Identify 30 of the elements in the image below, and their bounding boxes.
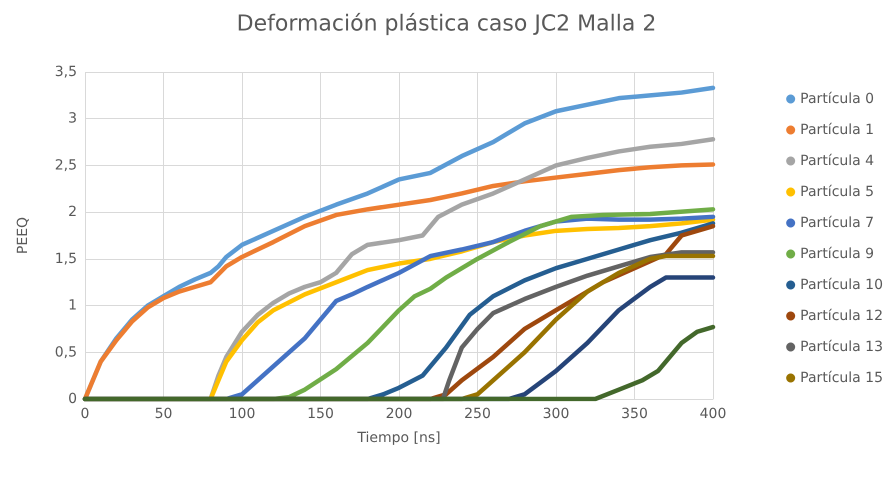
y-tick-label: 2 <box>68 204 77 220</box>
legend-label: Partícula 9 <box>800 246 874 262</box>
legend-label: Partícula 10 <box>800 277 884 293</box>
legend-label: Partícula 5 <box>800 184 874 200</box>
x-tick-label: 300 <box>542 406 570 422</box>
x-tick-label: 400 <box>700 406 726 422</box>
y-axis-title: PEEQ <box>15 216 31 254</box>
x-axis-title: Tiempo [ns] <box>356 430 441 446</box>
x-tick-label: 100 <box>228 406 256 422</box>
legend-label: Partícula 13 <box>800 339 884 355</box>
legend-label: Partícula 12 <box>800 308 884 324</box>
chart-title: Deformación plástica caso JC2 Malla 2 <box>236 12 656 36</box>
x-tick-label: 200 <box>386 406 412 422</box>
y-tick-label: 3,5 <box>54 64 77 80</box>
y-tick-label: 3 <box>68 110 77 127</box>
y-tick-label: 0 <box>68 391 77 407</box>
legend-label: Partícula 15 <box>800 370 884 386</box>
x-tick-label: 0 <box>80 406 90 422</box>
legend-label: Partícula 0 <box>800 91 874 107</box>
y-tick-label: 0,5 <box>54 344 77 360</box>
y-tick-label: 1,5 <box>54 250 77 267</box>
x-tick-label: 50 <box>154 406 172 422</box>
legend-label: Partícula 4 <box>800 153 874 169</box>
y-tick-label: 1 <box>68 298 77 314</box>
y-tick-label: 2,5 <box>54 157 77 174</box>
x-tick-label: 150 <box>307 406 334 422</box>
x-tick-label: 350 <box>621 406 648 422</box>
legend-label: Partícula 1 <box>800 122 874 138</box>
x-tick-label: 250 <box>464 406 491 422</box>
legend-label: Partícula 7 <box>800 215 874 231</box>
